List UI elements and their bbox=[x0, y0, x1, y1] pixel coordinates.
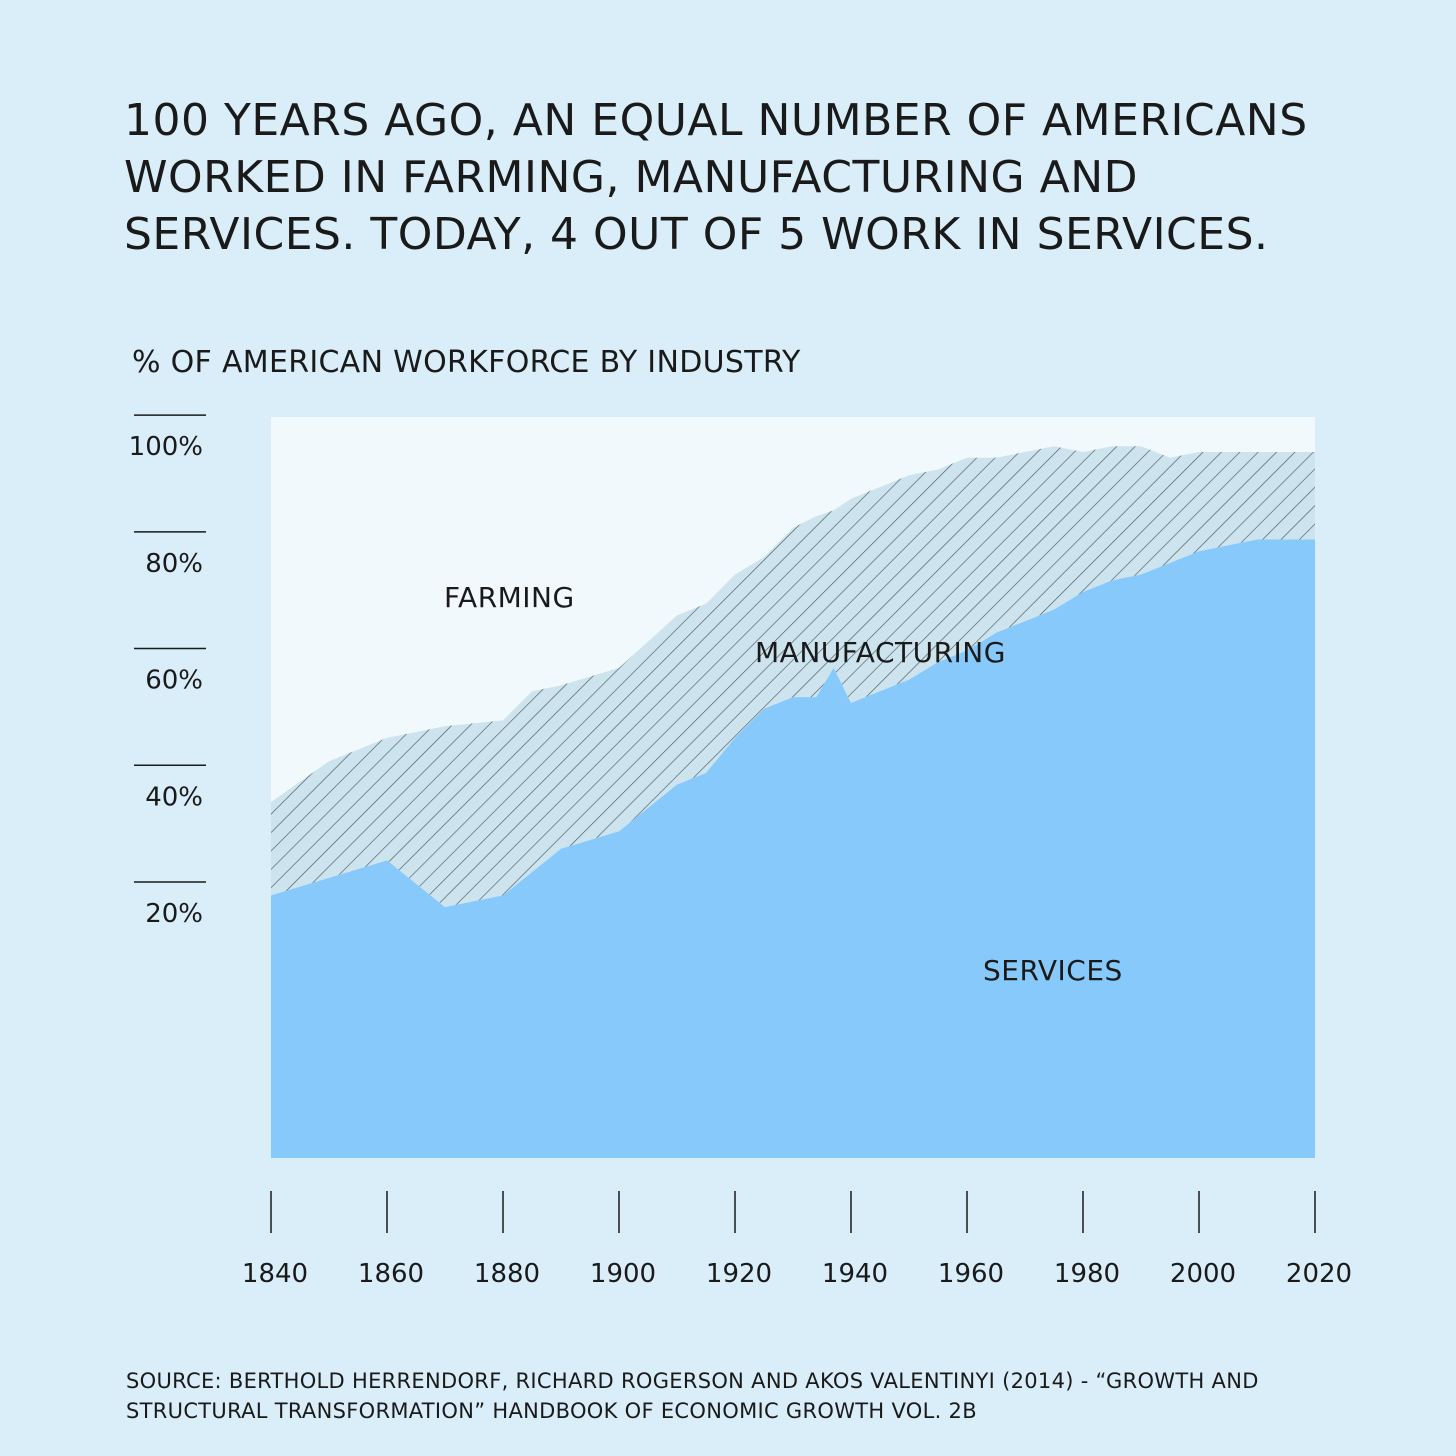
source-note: SOURCE: BERTHOLD HERRENDORF, RICHARD ROG… bbox=[126, 1366, 1376, 1426]
chart-subtitle: % OF AMERICAN WORKFORCE BY INDUSTRY bbox=[132, 345, 801, 380]
headline-line-1: 100 YEARS AGO, AN EQUAL NUMBER OF AMERIC… bbox=[124, 95, 1308, 146]
headline: 100 YEARS AGO, AN EQUAL NUMBER OF AMERIC… bbox=[124, 92, 1354, 263]
x-tick-label: 1880 bbox=[474, 1259, 540, 1289]
source-line-2: STRUCTURAL TRANSFORMATION” HANDBOOK OF E… bbox=[126, 1399, 977, 1423]
manufacturing-label: MANUFACTURING bbox=[755, 636, 1006, 669]
headline-line-2: WORKED IN FARMING, MANUFACTURING AND bbox=[124, 152, 1138, 203]
x-axis: 1840 1860 1880 1900 1920 1940 1960 1980 2000 2020 bbox=[242, 1191, 1352, 1289]
x-tick-label: 1980 bbox=[1054, 1259, 1120, 1289]
headline-line-3: SERVICES. TODAY, 4 OUT OF 5 WORK IN SERV… bbox=[124, 209, 1269, 260]
x-tick-label: 1940 bbox=[822, 1259, 888, 1289]
y-tick-label: 60% bbox=[145, 666, 203, 696]
y-axis: 20% 40% 60% 80% 100% bbox=[129, 414, 206, 929]
x-tick-label: 2000 bbox=[1170, 1259, 1236, 1289]
x-tick-label: 1920 bbox=[706, 1259, 772, 1289]
source-line-1: SOURCE: BERTHOLD HERRENDORF, RICHARD ROG… bbox=[126, 1369, 1259, 1393]
services-label: SERVICES bbox=[983, 954, 1123, 987]
services-area bbox=[271, 539, 1315, 1158]
y-tick-label: 40% bbox=[145, 782, 203, 812]
x-tick-label: 2020 bbox=[1286, 1259, 1352, 1289]
x-tick-label: 1900 bbox=[590, 1259, 656, 1289]
manufacturing-area bbox=[271, 446, 1315, 908]
x-tick-label: 1960 bbox=[938, 1259, 1004, 1289]
x-tick-label: 1860 bbox=[358, 1259, 424, 1289]
farming-label: FARMING bbox=[444, 581, 575, 614]
y-tick-label: 20% bbox=[145, 899, 203, 929]
y-tick-label: 100% bbox=[129, 432, 203, 462]
x-tick-label: 1840 bbox=[242, 1259, 308, 1289]
y-tick-label: 80% bbox=[145, 549, 203, 579]
